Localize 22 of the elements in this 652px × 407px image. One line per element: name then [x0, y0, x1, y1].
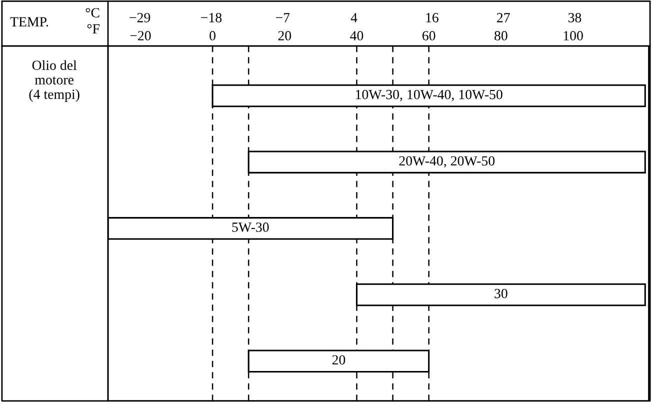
y-tick-label: 5W-30 — [232, 222, 269, 232]
x-tick-label: 60 — [422, 31, 436, 40]
x-tick-label: 40 — [350, 31, 364, 40]
x2-tick-label: −7 — [276, 13, 290, 22]
x2-tick-label: 4 — [350, 13, 358, 22]
x2-tick-label: −18 — [201, 12, 222, 22]
y-axis-title: Olio del motore (4 tempi) — [29, 60, 80, 102]
x-tick-label: 20 — [278, 31, 292, 40]
x-tick-label: 80 — [494, 31, 508, 40]
x2-tick-label: 27 — [496, 13, 510, 22]
x-tick-label: 0 — [210, 31, 216, 40]
y-tick-label: 30 — [494, 288, 508, 298]
x2-tick-label: 16 — [426, 13, 438, 22]
x-tick-label: −20 — [130, 31, 151, 40]
x2-tick-label: −29 — [130, 13, 150, 22]
chart-title: TEMP. — [10, 17, 48, 27]
x2-tick-label: 38 — [568, 12, 582, 22]
x-tick-label: 100 — [564, 31, 583, 40]
y-tick-label: 10W-30, 10W-40, 10W-50 — [356, 90, 502, 102]
x2-axis-title: °C — [86, 8, 100, 18]
y-tick-label: 20W-40, 20W-50 — [399, 156, 495, 168]
x-axis-title: °F — [87, 24, 100, 34]
